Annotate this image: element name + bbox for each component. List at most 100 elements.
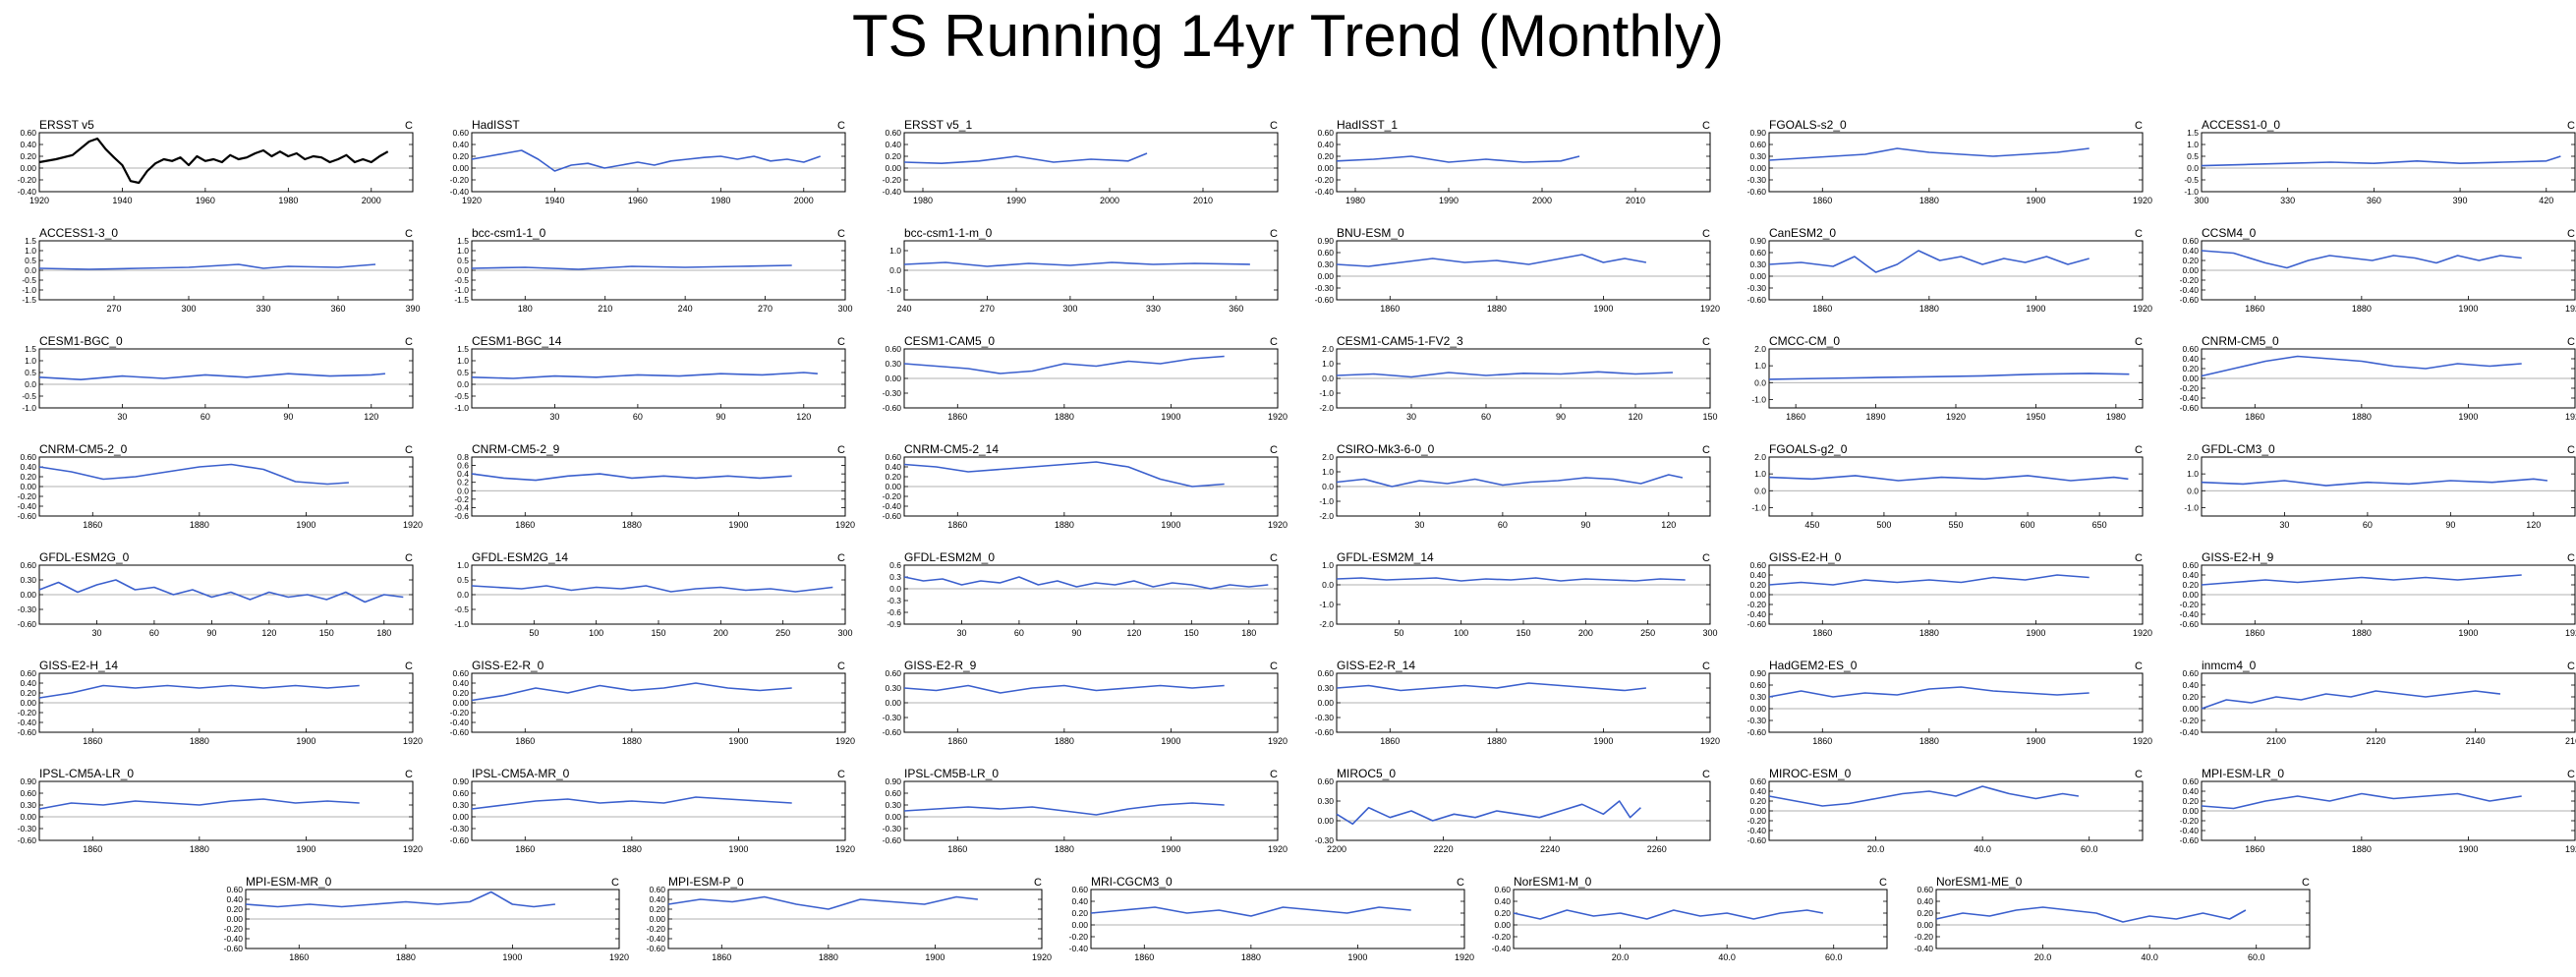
- x-tick-label: 1920: [1268, 520, 1288, 530]
- x-tick-label: 200: [714, 628, 728, 638]
- y-tick-label: 0.20: [649, 904, 665, 914]
- x-tick-label: 150: [1516, 628, 1530, 638]
- y-tick-label: 0.0: [1322, 482, 1334, 491]
- x-tick-label: 1860: [83, 844, 102, 854]
- y-tick-label: 0.60: [1917, 885, 1933, 894]
- x-tick-label: 1860: [947, 844, 967, 854]
- y-tick-label: 0.5: [2187, 151, 2199, 161]
- panel-title: inmcm4_0: [2202, 659, 2257, 672]
- plot-frame: [471, 348, 846, 409]
- panel-title: GISS-E2-H_0: [1769, 550, 1842, 564]
- panel-title: CESM1-BGC_0: [39, 334, 123, 348]
- x-tick-label: 1920: [462, 196, 482, 205]
- y-tick-label: -0.60: [1315, 727, 1335, 737]
- panel-units: C: [2135, 228, 2143, 240]
- x-tick-label: 60: [2363, 520, 2373, 530]
- y-tick-label: 0.0: [1754, 486, 1766, 495]
- chart-panel: HadISST_1 C 0.60 0.40 0.20 0.00 -0.20 -0.40 1980…: [1315, 118, 1711, 205]
- y-tick-label: 0.40: [20, 140, 36, 149]
- y-tick-label: 0.30: [1749, 259, 1766, 269]
- x-tick-label: 30: [2279, 520, 2289, 530]
- y-tick-label: -1.0: [1751, 394, 1766, 404]
- y-tick-label: -1.0: [2184, 502, 2199, 512]
- x-tick-label: 2220: [1434, 844, 1454, 854]
- y-tick-label: 0.6: [889, 560, 901, 570]
- y-tick-label: 0.00: [2182, 590, 2199, 600]
- x-tick-label: 150: [319, 628, 334, 638]
- y-tick-label: -0.60: [883, 511, 902, 521]
- y-tick-label: 0.30: [1317, 259, 1334, 269]
- y-tick-label: -0.20: [2180, 716, 2200, 725]
- x-tick-label: 1860: [712, 952, 731, 962]
- y-tick-label: 0.90: [1749, 668, 1766, 678]
- y-tick-label: 0.00: [1317, 163, 1334, 173]
- y-tick-label: 1.0: [457, 560, 469, 570]
- x-tick-label: 270: [758, 304, 773, 314]
- x-tick-label: 1920: [1032, 952, 1052, 962]
- x-tick-label: 250: [775, 628, 790, 638]
- y-tick-label: 0.60: [2182, 776, 2199, 786]
- x-tick-label: 1880: [1919, 736, 1939, 746]
- y-tick-label: 0.00: [1749, 271, 1766, 281]
- x-tick-label: 550: [1948, 520, 1963, 530]
- y-tick-label: 0.00: [20, 812, 36, 822]
- x-tick-label: 1860: [2245, 412, 2264, 422]
- y-tick-label: -0.20: [883, 491, 902, 501]
- y-tick-label: 0.60: [20, 452, 36, 462]
- y-tick-label: -0.30: [18, 824, 37, 833]
- panel-title: IPSL-CM5B-LR_0: [904, 767, 999, 780]
- x-tick-label: 1920: [1268, 736, 1288, 746]
- y-tick-label: 2.0: [1754, 344, 1766, 354]
- x-tick-label: 360: [2367, 196, 2381, 205]
- y-tick-label: 0.60: [2182, 236, 2199, 246]
- y-tick-label: 1.0: [25, 246, 36, 256]
- y-tick-label: 0.90: [452, 776, 469, 786]
- y-tick-label: -0.9: [887, 619, 901, 629]
- panel-title: IPSL-CM5A-MR_0: [472, 767, 570, 780]
- x-tick-label: 30: [1414, 520, 1424, 530]
- y-tick-label: 0.4: [457, 469, 469, 479]
- panel-title: CanESM2_0: [1769, 226, 1836, 240]
- x-tick-label: 1860: [1134, 952, 1154, 962]
- y-tick-label: 0.20: [885, 472, 901, 482]
- x-tick-label: 1920: [2565, 412, 2576, 422]
- y-tick-label: 0.60: [452, 668, 469, 678]
- y-tick-label: 0.00: [1494, 920, 1511, 930]
- y-tick-label: 0.60: [20, 788, 36, 798]
- panel-units: C: [1270, 336, 1278, 348]
- x-tick-label: 1900: [1161, 844, 1180, 854]
- x-tick-label: 390: [405, 304, 420, 314]
- y-tick-label: 0.0: [2187, 163, 2199, 173]
- y-tick-label: 0.20: [20, 472, 36, 482]
- x-tick-label: 1900: [2458, 304, 2478, 314]
- x-tick-label: 60: [1498, 520, 1508, 530]
- x-tick-label: 1900: [296, 520, 315, 530]
- y-tick-label: 0.00: [20, 482, 36, 491]
- x-tick-label: 210: [598, 304, 612, 314]
- series-line: [1768, 373, 2130, 380]
- x-tick-label: 1880: [2352, 412, 2372, 422]
- x-tick-label: 1880: [1241, 952, 1261, 962]
- chart-panel: CCSM4_0 C 0.600.400.200.00-0.20-0.40-0.60 1…: [2180, 226, 2576, 314]
- x-tick-label: 1920: [1455, 952, 1474, 962]
- x-tick-label: 1920: [2133, 304, 2152, 314]
- x-tick-label: 330: [2280, 196, 2295, 205]
- series-line: [903, 152, 1148, 165]
- x-tick-label: 1860: [83, 736, 102, 746]
- series-line: [903, 684, 1225, 694]
- y-tick-label: 0.30: [1749, 692, 1766, 702]
- y-tick-label: 0.60: [20, 668, 36, 678]
- chart-panel: CMCC-CM_0 C 2.0 1.0 0.0 -1.0 1860 1890 1920 1950 1…: [1751, 334, 2144, 422]
- chart-panel: inmcm4_0 C 0.60 0.40 0.20 0.00 -0.20 -0.40 2100 2…: [2180, 659, 2576, 746]
- y-tick-label: 0.00: [452, 812, 469, 822]
- y-tick-label: -1.0: [887, 285, 901, 295]
- y-tick-label: -0.60: [883, 403, 902, 413]
- y-tick-label: -0.60: [1747, 619, 1767, 629]
- panel-title: CESM1-CAM5_0: [904, 334, 995, 348]
- x-tick-label: 2000: [362, 196, 381, 205]
- y-tick-label: -0.3: [887, 596, 901, 605]
- plot-frame: [471, 132, 846, 193]
- y-tick-label: 1.5: [457, 344, 469, 354]
- panel-units: C: [1270, 552, 1278, 564]
- x-tick-label: 240: [678, 304, 693, 314]
